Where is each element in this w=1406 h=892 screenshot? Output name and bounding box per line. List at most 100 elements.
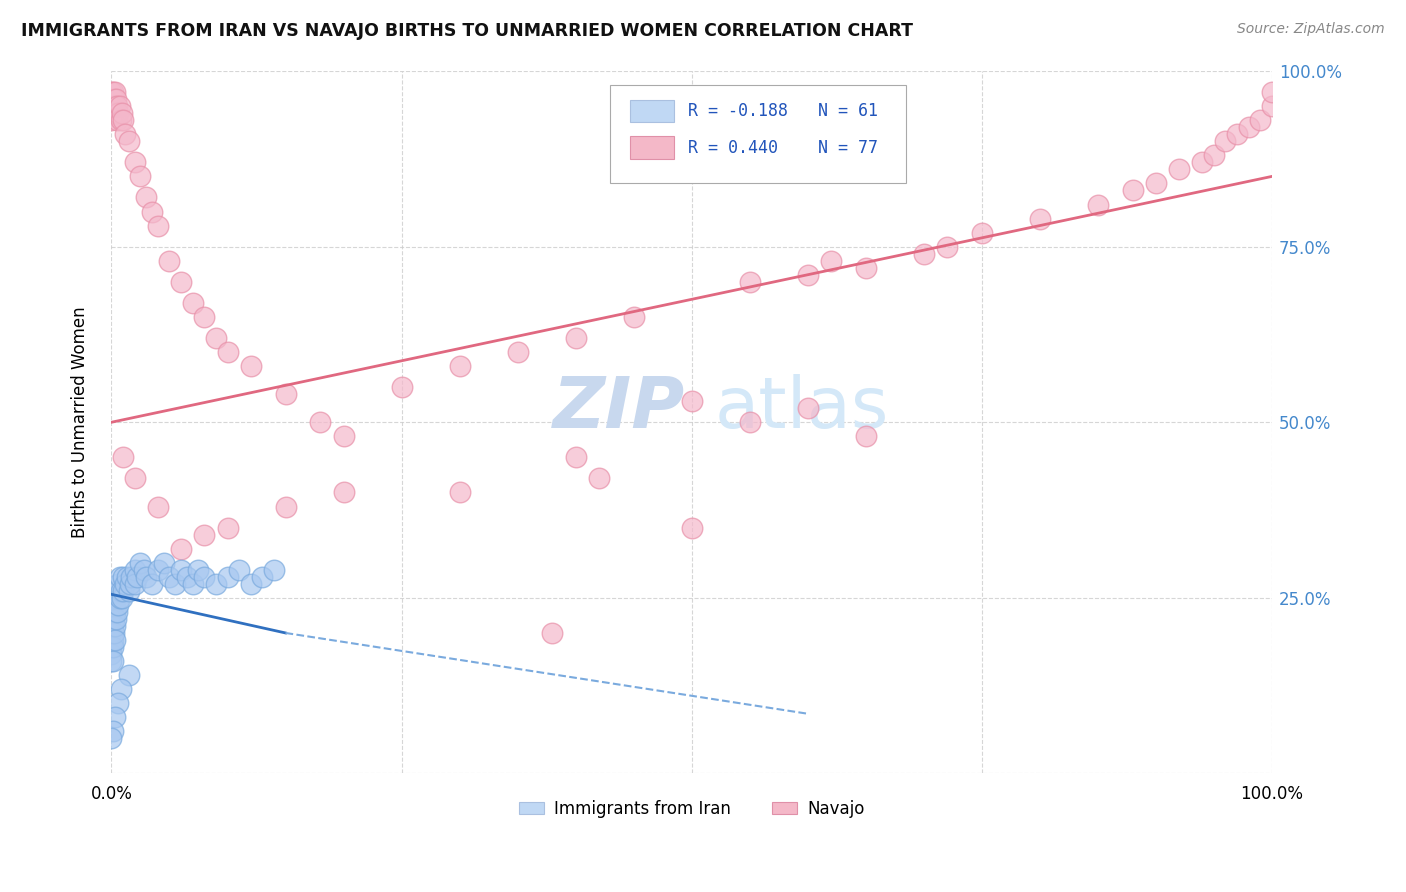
Point [141, 204, 163, 219]
Point [100, 640, 122, 654]
Point [332, 485, 354, 500]
Point [100, 647, 122, 661]
Point [101, 605, 124, 619]
Point [193, 570, 215, 584]
Point [623, 310, 645, 324]
Point [146, 500, 169, 514]
Point [170, 563, 193, 577]
Point [101, 654, 124, 668]
Point [105, 113, 128, 128]
Point [449, 485, 471, 500]
Point [112, 450, 135, 465]
Point [1191, 155, 1213, 169]
Point [135, 570, 157, 584]
Point [506, 345, 529, 359]
Point [181, 296, 204, 310]
Point [108, 591, 131, 605]
Point [263, 563, 285, 577]
Point [108, 99, 131, 113]
Point [135, 190, 157, 204]
Point [120, 570, 142, 584]
Point [738, 415, 761, 429]
Point [1029, 211, 1052, 226]
Point [1237, 120, 1260, 135]
Point [152, 556, 174, 570]
Point [112, 583, 135, 598]
Point [104, 605, 127, 619]
Point [935, 240, 957, 254]
Point [105, 605, 128, 619]
Point [205, 576, 228, 591]
Point [105, 92, 128, 106]
Point [132, 563, 155, 577]
Point [101, 99, 124, 113]
Text: IMMIGRANTS FROM IRAN VS NAVAJO BIRTHS TO UNMARRIED WOMEN CORRELATION CHART: IMMIGRANTS FROM IRAN VS NAVAJO BIRTHS TO… [21, 22, 912, 40]
Point [1226, 128, 1249, 142]
Point [217, 345, 239, 359]
Point [108, 570, 131, 584]
Point [681, 520, 703, 534]
Point [114, 576, 136, 591]
Point [105, 583, 128, 598]
Point [1249, 113, 1271, 128]
Point [124, 155, 146, 169]
Point [193, 310, 215, 324]
Point [796, 401, 818, 416]
Point [239, 576, 262, 591]
Point [391, 380, 413, 394]
Point [103, 106, 125, 120]
Point [1122, 184, 1144, 198]
Point [855, 429, 877, 443]
Point [103, 598, 125, 612]
Point [912, 246, 935, 260]
Point [110, 113, 132, 128]
Point [110, 682, 132, 697]
Point [118, 576, 141, 591]
Point [100, 626, 122, 640]
Point [820, 253, 842, 268]
Point [107, 696, 129, 710]
Point [103, 92, 125, 106]
Point [101, 640, 124, 654]
Point [193, 527, 215, 541]
Point [205, 331, 228, 345]
Point [1202, 148, 1225, 162]
Point [107, 576, 129, 591]
Point [449, 359, 471, 373]
Text: R = -0.188   N = 61: R = -0.188 N = 61 [688, 102, 879, 120]
Point [239, 359, 262, 373]
Point [105, 612, 128, 626]
Point [110, 583, 132, 598]
Point [101, 632, 124, 647]
Text: ZIP: ZIP [553, 374, 685, 442]
Point [125, 570, 148, 584]
Point [104, 619, 127, 633]
Text: Source: ZipAtlas.com: Source: ZipAtlas.com [1237, 22, 1385, 37]
Point [111, 106, 134, 120]
Point [104, 710, 127, 724]
Point [309, 415, 332, 429]
Point [104, 632, 127, 647]
Point [105, 591, 128, 605]
Point [100, 612, 122, 626]
Point [104, 85, 127, 99]
Point [100, 85, 122, 99]
Point [228, 563, 250, 577]
Point [796, 268, 818, 282]
Point [252, 570, 274, 584]
Point [103, 612, 125, 626]
Point [118, 668, 141, 682]
Point [217, 520, 239, 534]
Legend: Immigrants from Iran, Navajo: Immigrants from Iran, Navajo [512, 794, 872, 825]
FancyBboxPatch shape [610, 85, 907, 184]
Y-axis label: Births to Unmarried Women: Births to Unmarried Women [72, 307, 89, 538]
Text: atlas: atlas [714, 374, 889, 442]
Point [107, 598, 129, 612]
Point [129, 556, 152, 570]
Point [112, 570, 135, 584]
Point [124, 576, 146, 591]
Point [187, 563, 209, 577]
Point [101, 85, 124, 99]
Point [101, 724, 124, 739]
Point [181, 576, 204, 591]
